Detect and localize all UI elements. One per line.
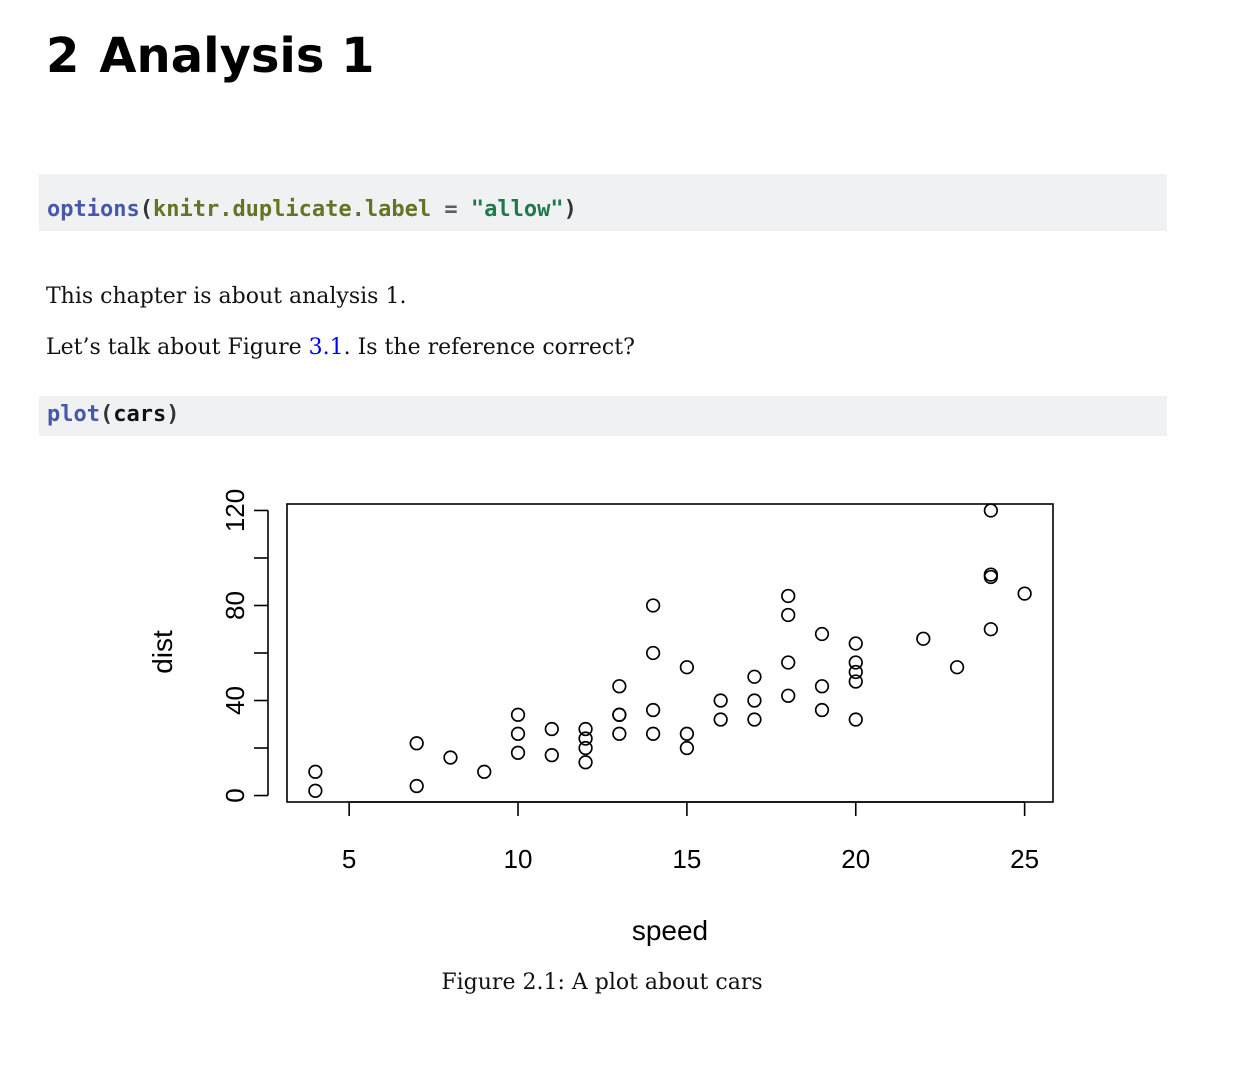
data-point (409, 778, 424, 794)
paragraph-figure-reference: Let’s talk about Figure 3.1. Is the refe… (46, 333, 635, 363)
data-point (645, 645, 661, 661)
code-function: options (47, 197, 140, 222)
data-point (983, 622, 999, 637)
data-point (510, 707, 526, 722)
y-tick-label: 0 (220, 788, 250, 802)
data-point (510, 726, 526, 741)
data-point (544, 721, 559, 737)
code-operator: = (431, 197, 471, 222)
data-point (781, 655, 796, 670)
code-paren-close: ) (563, 197, 577, 222)
data-point (443, 750, 458, 765)
data-point (578, 740, 593, 756)
code-function: plot (47, 402, 100, 427)
data-point (916, 631, 931, 646)
chapter-number: 2 (46, 28, 80, 84)
data-point (747, 693, 762, 708)
code-block-options: options(knitr.duplicate.label = "allow") (39, 174, 1167, 231)
data-point (814, 679, 830, 694)
code-paren-open: ( (139, 197, 153, 222)
data-point (1017, 586, 1032, 601)
paragraph-intro: This chapter is about analysis 1. (46, 284, 407, 309)
y-axis: 0 40 80 120 (220, 489, 269, 803)
code-argument: cars (113, 402, 167, 427)
figure-cars-plot: 5 10 15 20 25 0 40 80 120 speed dist Figure 2.1… (0, 440, 1234, 1020)
data-point (713, 693, 728, 708)
data-point (781, 688, 796, 703)
data-point (848, 664, 863, 680)
x-axis-label: speed (632, 915, 708, 946)
x-tick-label: 10 (504, 844, 533, 874)
data-point (578, 755, 593, 770)
data-point (308, 783, 323, 798)
code-paren-open: ( (99, 402, 114, 427)
scatter-plot: 5 10 15 20 25 0 40 80 120 speed dist (147, 489, 1054, 946)
data-point (848, 712, 863, 727)
data-point (308, 764, 323, 779)
x-tick-label: 20 (841, 844, 870, 874)
data-point (645, 726, 661, 741)
data-point (578, 721, 593, 737)
y-tick-label: 120 (220, 489, 250, 532)
data-point (848, 674, 863, 689)
data-point (848, 655, 863, 670)
x-tick-label: 5 (342, 844, 356, 874)
data-point (814, 626, 830, 642)
data-point (612, 707, 627, 722)
data-point (679, 740, 695, 756)
paragraph-text-after: . Is the reference correct? (343, 335, 635, 360)
code-paren-close: ) (166, 402, 180, 427)
data-point (578, 731, 593, 746)
plot-frame (286, 503, 1054, 803)
data-point (409, 736, 424, 751)
data-point (713, 712, 728, 727)
figure-cross-reference-link[interactable]: 3.1 (308, 335, 344, 360)
data-point (612, 726, 627, 741)
data-point (612, 679, 627, 694)
data-point (747, 712, 762, 727)
data-point (477, 764, 492, 779)
data-point (848, 636, 863, 651)
data-point (781, 607, 796, 623)
data-point (645, 702, 661, 718)
data-point (949, 660, 965, 675)
x-tick-label: 15 (672, 844, 701, 874)
data-point (645, 598, 661, 613)
data-point (983, 567, 999, 582)
chapter-title-text: Analysis 1 (99, 28, 375, 84)
y-tick-label: 80 (220, 591, 250, 620)
data-point (814, 702, 830, 718)
data-points (308, 503, 1032, 798)
code-argument: knitr.duplicate.label (152, 197, 432, 222)
data-point (781, 588, 796, 604)
figure-caption: Figure 2.1: A plot about cars (441, 970, 763, 995)
data-point (679, 660, 695, 675)
data-point (510, 745, 526, 760)
data-point (747, 669, 762, 684)
x-tick-label: 25 (1010, 844, 1039, 874)
data-point (679, 726, 695, 741)
data-point (983, 503, 999, 518)
paragraph-text-before: Let’s talk about Figure (46, 335, 309, 360)
code-string: "allow" (470, 197, 564, 222)
y-axis-label: dist (147, 630, 178, 674)
chapter-title: 2 Analysis 1 (46, 20, 375, 92)
x-axis: 5 10 15 20 25 (342, 801, 1039, 874)
code-block-plot: plot(cars) (39, 396, 1167, 436)
data-point (544, 748, 559, 763)
y-tick-label: 40 (220, 686, 250, 715)
